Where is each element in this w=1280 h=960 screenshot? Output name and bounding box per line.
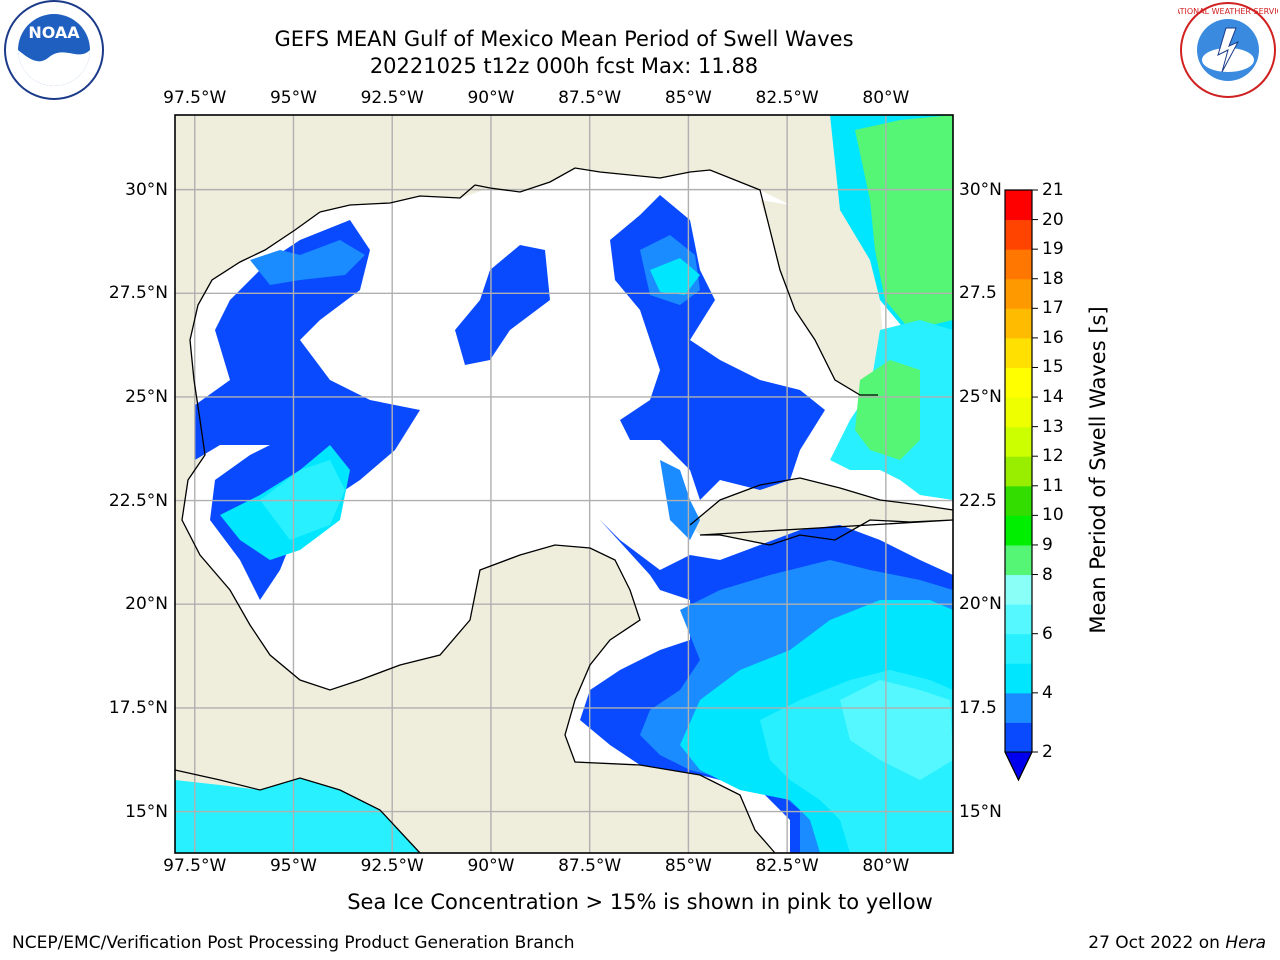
colorbar-tick-label: 21 xyxy=(1042,180,1064,200)
tick-label: 95°W xyxy=(269,88,317,108)
tick-label: 20°N xyxy=(959,594,1002,615)
land-florida xyxy=(760,200,885,395)
colorbar-segment xyxy=(1005,426,1032,457)
colorbar-tick-label: 17 xyxy=(1042,298,1064,319)
tick-label: 17.5 xyxy=(959,697,997,718)
chart-title: GEFS MEAN Gulf of Mexico Mean Period of … xyxy=(274,27,854,51)
coastline xyxy=(174,167,954,854)
tick-label: 97.5°W xyxy=(163,88,227,108)
graticule xyxy=(175,115,953,853)
tick-label: 15°N xyxy=(125,801,168,822)
tick-label: 92.5°W xyxy=(360,856,424,876)
colorbar-segment xyxy=(1005,367,1032,398)
colorbar-segment xyxy=(1005,692,1032,723)
tick-label: 85°W xyxy=(664,88,712,108)
footer-host: Hera xyxy=(1225,933,1266,953)
colorbar-segment xyxy=(1005,485,1032,516)
colorbar-tick-label: 18 xyxy=(1042,268,1064,289)
colorbar-tick-label: 19 xyxy=(1042,239,1064,260)
footer-credit: NCEP/EMC/Verification Post Processing Pr… xyxy=(12,933,575,953)
swell-contour-region xyxy=(650,258,700,295)
swell-contours xyxy=(175,115,953,853)
swell-contour-region xyxy=(855,115,953,330)
swell-contour-region xyxy=(455,245,550,365)
colorbar-segment xyxy=(1005,397,1032,428)
tick-label: 25°N xyxy=(125,386,168,407)
colorbar-segment xyxy=(1005,515,1032,546)
tick-label: 25°N xyxy=(959,386,1002,407)
tick-label: 30°N xyxy=(125,179,168,200)
tick-label: 95°W xyxy=(269,856,317,876)
tick-label: 87.5°W xyxy=(558,88,622,108)
colorbar-segment xyxy=(1005,456,1032,487)
colorbar-tick-label: 12 xyxy=(1042,446,1064,467)
noaa-logo: NOAA xyxy=(4,0,104,100)
tick-label: 15°N xyxy=(959,801,1002,822)
nws-logo: NATIONAL WEATHER SERVICE xyxy=(1178,2,1278,98)
colorbar-tick-label: 14 xyxy=(1042,387,1064,408)
coast-texas xyxy=(319,184,476,213)
colorbar-tick-label: 2 xyxy=(1042,742,1053,762)
tick-label: 90°W xyxy=(467,88,515,108)
colorbar-segment xyxy=(1005,249,1032,280)
colorbar-tick-label: 8 xyxy=(1042,564,1053,585)
tick-label: 80°W xyxy=(862,856,910,876)
swell-contour-region xyxy=(840,680,953,780)
svg-text:NATIONAL WEATHER SERVICE: NATIONAL WEATHER SERVICE xyxy=(1178,7,1278,16)
colorbar-segment xyxy=(1005,544,1032,576)
tick-label: 30°N xyxy=(959,179,1002,200)
colorbar-segment xyxy=(1005,574,1032,605)
colorbar-label: Mean Period of Swell Waves [s] xyxy=(1086,306,1110,634)
colorbar-segment xyxy=(1005,633,1032,664)
tick-label: 90°W xyxy=(467,856,515,876)
swell-contour-region xyxy=(175,778,420,853)
colorbar-segment xyxy=(1005,278,1032,309)
tick-label: 92.5°W xyxy=(360,88,424,108)
footer-date-text: 27 Oct 2022 on xyxy=(1088,933,1226,953)
colorbar-segment xyxy=(1005,308,1032,339)
svg-text:NOAA: NOAA xyxy=(28,23,80,42)
tick-label: 22.5°N xyxy=(108,490,168,511)
tick-label: 27.5°N xyxy=(108,283,168,304)
colorbar-segment xyxy=(1005,604,1032,635)
coast-cuba xyxy=(689,477,954,546)
tick-label: 22.5 xyxy=(959,490,997,511)
tick-label: 27.5 xyxy=(959,283,997,304)
colorbar-tick-label: 13 xyxy=(1042,416,1064,437)
swell-contour-region xyxy=(250,240,365,285)
colorbar-segment xyxy=(1005,722,1032,753)
colorbar-tick-label: 9 xyxy=(1042,534,1053,555)
colorbar-tick-label: 16 xyxy=(1042,327,1064,348)
colorbar-extend-arrow xyxy=(1004,751,1033,782)
map-frame xyxy=(174,114,954,854)
colorbar-segment xyxy=(1005,337,1032,368)
colorbar-segment xyxy=(1005,663,1032,694)
colorbar-tick-label: 4 xyxy=(1042,682,1053,703)
footer-date: 27 Oct 2022 on Hera xyxy=(1088,933,1266,953)
colorbar-segment xyxy=(1005,190,1032,221)
tick-label: 80°W xyxy=(862,88,910,108)
tick-label: 17.5°N xyxy=(108,697,168,718)
tick-label: 87.5°W xyxy=(558,856,622,876)
coast-gulf xyxy=(181,167,878,854)
land-cuba xyxy=(690,478,953,545)
colorbar-tick-label: 6 xyxy=(1042,623,1053,644)
chart-subtitle: 20221025 t12z 000h fcst Max: 11.88 xyxy=(369,54,759,78)
colorbar-tick-label: 10 xyxy=(1042,505,1064,526)
swell-contour-region xyxy=(855,360,920,460)
coast-south-america xyxy=(174,769,421,854)
colorbar-tick-label: 20 xyxy=(1042,209,1064,230)
colorbar-frame xyxy=(1004,189,1033,782)
tick-label: 82.5°W xyxy=(755,88,819,108)
tick-label: 20°N xyxy=(125,594,168,615)
colorbar-tick-label: 11 xyxy=(1042,475,1064,496)
colorbar-segment xyxy=(1005,219,1032,250)
tick-label: 97.5°W xyxy=(163,856,227,876)
tick-label: 85°W xyxy=(664,856,712,876)
colorbar-tick-label: 15 xyxy=(1042,357,1064,378)
tick-label: 82.5°W xyxy=(755,856,819,876)
sea-ice-caption: Sea Ice Concentration > 15% is shown in … xyxy=(347,890,933,914)
